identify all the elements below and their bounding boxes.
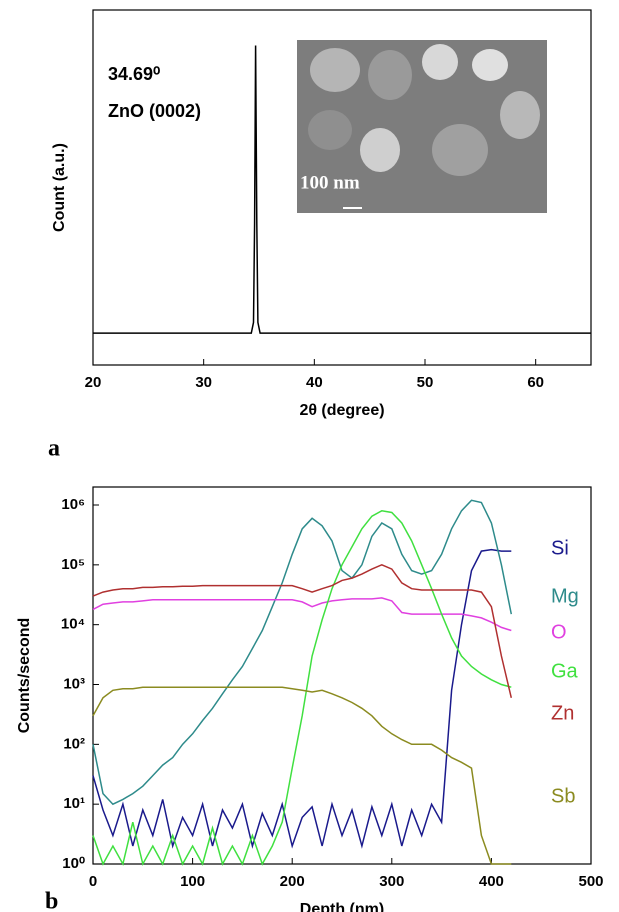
x-tick-label: 60 (527, 374, 544, 391)
y-tick-label: 10¹ (63, 795, 85, 812)
x-tick-label: 0 (89, 873, 97, 890)
legend-entry: O (551, 621, 567, 643)
y-axis-title: Counts/second (16, 618, 33, 734)
grain (368, 50, 412, 100)
grain (500, 91, 540, 139)
grain (360, 128, 400, 172)
grain (422, 44, 458, 80)
legend-entry: Zn (551, 702, 574, 724)
y-tick-label: 10⁰ (62, 855, 85, 872)
data-line (93, 550, 511, 846)
y-tick-label: 10² (63, 735, 85, 752)
annotation: ZnO (0002) (108, 101, 201, 121)
y-tick-label: 10⁶ (61, 496, 85, 513)
grain (472, 49, 508, 81)
x-tick-label: 500 (578, 873, 603, 890)
panel-label: a (48, 436, 60, 462)
x-tick-label: 50 (417, 374, 434, 391)
legend-entry: Ga (551, 660, 579, 682)
panel-label: b (45, 889, 58, 912)
data-line (93, 500, 511, 804)
plot-frame (93, 487, 591, 864)
x-axis-title: Depth (nm) (300, 901, 384, 912)
y-tick-label: 10³ (63, 675, 85, 692)
legend-entry: Sb (551, 785, 575, 807)
x-tick-label: 400 (479, 873, 504, 890)
y-tick-label: 10⁴ (61, 616, 85, 633)
x-tick-label: 300 (379, 873, 404, 890)
figure: 20 30 40 50 60 2θ (degree) Count (a.u.) a 34.69⁰… (0, 0, 619, 912)
x-tick-label: 100 (180, 873, 205, 890)
legend-entry: Si (551, 537, 569, 559)
data-line (93, 598, 511, 631)
x-tick-label: 40 (306, 374, 323, 391)
grain (432, 124, 488, 176)
x-axis-title: 2θ (degree) (299, 402, 384, 419)
x-tick-label: 30 (195, 374, 212, 391)
y-axis-title: Count (a.u.) (51, 143, 68, 232)
y-tick-label: 10⁵ (61, 556, 85, 573)
grain (308, 110, 352, 150)
inset-label: 100 nm (300, 172, 360, 193)
grain (310, 48, 360, 92)
x-tick-label: 200 (280, 873, 305, 890)
x-tick-label: 20 (85, 374, 102, 391)
legend-entry: Mg (551, 585, 579, 607)
annotation: 34.69⁰ (108, 64, 160, 84)
